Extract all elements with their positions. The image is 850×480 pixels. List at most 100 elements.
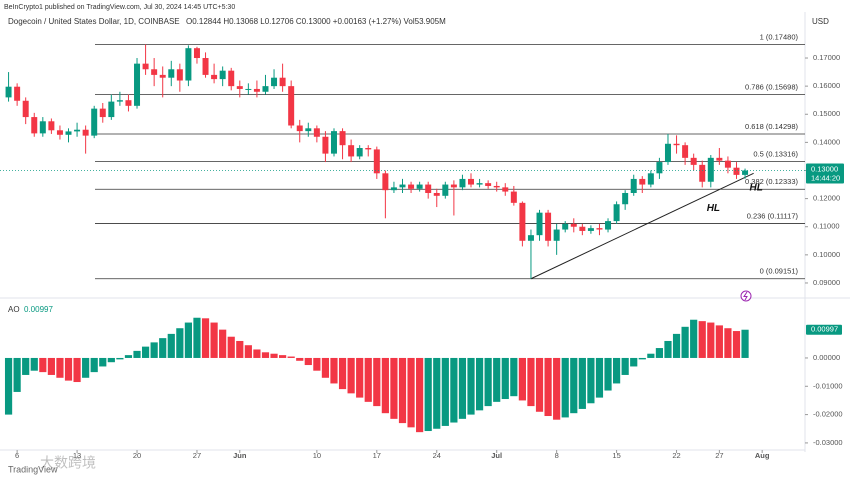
candle-body [502,187,509,192]
ao-bar [73,357,81,383]
candle-body [134,63,141,106]
candle-body [519,202,526,241]
ao-bar [484,357,492,407]
x-tick-label: 20 [133,451,141,460]
ao-bar [690,319,698,358]
ao-bar [304,357,312,366]
ao-bar [47,357,55,375]
ao-bar [107,357,115,363]
fib-label: 1 (0.17480) [760,33,799,42]
y-tick-label: 0.09000 [813,278,840,287]
ohlc: O0.12844 H0.13068 L0.12706 C0.13000 +0.0… [186,17,446,26]
y-tick-label: 0.12000 [813,194,840,203]
ao-bar [364,357,372,402]
candle-body [125,100,132,106]
y-tick-label: -0.01000 [813,381,843,390]
ao-bar [296,357,304,361]
y-tick-label: 0.15000 [813,109,840,118]
candle-body [253,88,260,92]
y-tick-label: -0.02000 [813,410,843,419]
candle-body [348,145,355,157]
y-tick-label: 0.14000 [813,137,840,146]
candle-body [699,164,706,182]
ao-bar [4,357,13,415]
candle-body [288,86,295,126]
ao-bar [82,357,90,378]
indicator-name: AO [8,305,20,314]
ao-bar [321,357,330,378]
ao-bar [595,357,604,398]
ao-bar [587,357,595,404]
last-price-label: 0.13000 [811,164,838,173]
candle-body [485,183,492,186]
x-tick-label: 17 [373,451,381,460]
candle-body [425,184,432,193]
candle-body [605,221,612,230]
ao-bar [124,355,133,358]
candle-body [408,184,415,189]
fib-label: 0 (0.09151) [760,267,799,276]
fib-label: 0.236 (0.11117) [747,211,799,220]
ao-bar [56,357,64,378]
candle-body [493,185,500,188]
watermark: 大数跨境 [40,455,96,471]
candle-body [5,86,12,98]
ao-bar [655,348,664,358]
candle-body [733,167,740,175]
ao-bar [416,357,424,433]
ao-bar [373,357,381,407]
ao-bar [458,357,467,419]
candle-body [356,148,363,157]
ao-bar [236,340,244,358]
y-tick-label: 0.10000 [813,250,840,259]
candle-body [579,226,586,231]
ao-bar [116,357,124,360]
ao-bar [741,329,749,358]
ao-bar [707,322,715,358]
ao-bar [433,357,441,429]
y-tick-label: 0.17000 [813,53,840,62]
x-tick-label: 13 [73,451,81,460]
ao-bar [527,357,535,407]
candle-body [74,129,81,132]
ao-bar [356,357,364,398]
candle-body [510,191,517,203]
ao-bar [270,353,278,358]
candle-body [673,143,680,146]
candle-body [168,69,175,78]
ao-bar [578,357,586,409]
currency: USD [812,17,829,26]
ao-bar [621,357,629,375]
candle-body [707,157,714,182]
ao-bar [638,357,646,360]
candle-body [690,157,697,165]
ao-bar [724,328,732,358]
candle-body [31,117,38,134]
candle-body [271,77,278,87]
trendline [530,172,754,280]
candle-body [185,48,192,81]
candle-body [262,86,269,92]
y-tick-label: -0.03000 [813,438,843,447]
candle-body [442,184,449,196]
ao-bar [159,338,167,358]
candle-body [65,131,72,135]
ao-bar [715,325,723,358]
fib-label: 0.382 (0.12333) [745,177,798,186]
x-tick-label: 6 [15,451,19,460]
candle-body [322,136,329,154]
candle-body [562,223,569,230]
ao-bar [570,357,578,414]
ao-bar [287,356,295,358]
candle-body [279,77,286,87]
candle-body [390,187,397,191]
ao-bar [330,357,338,384]
candle-body [536,212,543,236]
ao-bar [604,357,612,391]
ao-bar [407,357,415,428]
ao-bar [219,329,227,358]
candle-body [433,192,440,196]
candle-body [664,143,671,163]
ao-bar [141,346,150,358]
candle-body [716,157,723,161]
